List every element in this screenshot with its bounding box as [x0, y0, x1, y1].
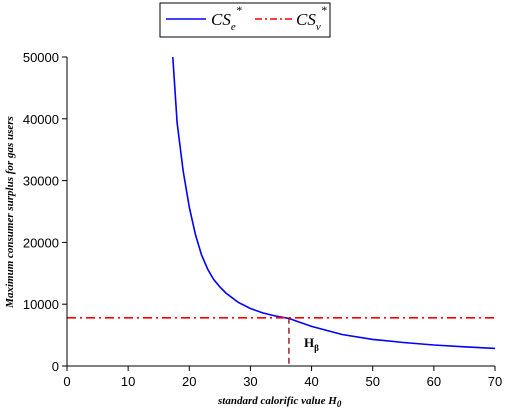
- legend-entry-cs-e: CSe*: [211, 3, 242, 33]
- annotation-h-beta-sub: β: [314, 343, 319, 353]
- x-tick-label: 30: [243, 374, 257, 389]
- y-tick-label: 50000: [23, 50, 59, 65]
- x-tick-label: 60: [427, 374, 441, 389]
- legend-cs-e-sup: *: [236, 3, 242, 17]
- x-tick-label: 10: [121, 374, 135, 389]
- series-line-cs-e: [172, 56, 496, 350]
- legend-cs-e-base: CS: [211, 10, 231, 29]
- legend-cs-v-sub: v: [316, 21, 321, 33]
- legend-cs-v-base: CS: [296, 10, 316, 29]
- legend: CSe* CSv*: [159, 2, 331, 38]
- x-tick-label: 40: [304, 374, 318, 389]
- annotation-h-beta-main: H: [304, 335, 314, 350]
- x-axis-label-main: standard calorific value H: [217, 395, 337, 407]
- plot-layer: [67, 56, 496, 366]
- axes: 0 10 20 30 40 50 60 70 0 10000 20000 30000 40000 500…: [23, 50, 502, 389]
- legend-cs-e-sub: e: [231, 21, 236, 33]
- y-tick-label: 10000: [23, 297, 59, 312]
- legend-entry-cs-v: CSv*: [296, 3, 327, 33]
- legend-box: [159, 2, 331, 38]
- y-ticks: 0 10000 20000 30000 40000 50000: [23, 50, 67, 374]
- x-ticks: 0 10 20 30 40 50 60 70: [63, 366, 502, 389]
- x-tick-label: 20: [182, 374, 196, 389]
- y-axis-label: Maximum consumer surplus for gas users: [4, 116, 16, 309]
- y-tick-label: 0: [52, 359, 59, 374]
- x-axis-label: standard calorific value H0: [217, 395, 342, 409]
- y-tick-label: 40000: [23, 112, 59, 127]
- x-tick-label: 70: [488, 374, 502, 389]
- x-tick-label: 50: [365, 374, 379, 389]
- legend-cs-v-sup: *: [321, 3, 327, 17]
- annotation-h-beta: Hβ: [304, 335, 319, 353]
- x-tick-label: 0: [63, 374, 70, 389]
- x-axis-label-sub: 0: [337, 399, 342, 409]
- y-tick-label: 20000: [23, 235, 59, 250]
- y-tick-label: 30000: [23, 174, 59, 189]
